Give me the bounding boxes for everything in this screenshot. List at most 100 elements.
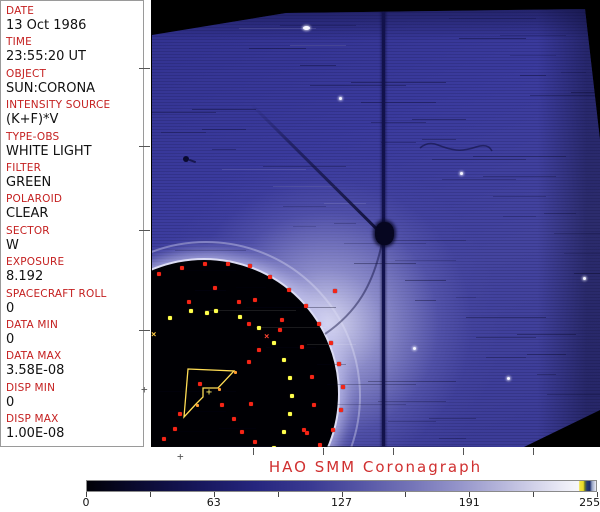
field-value: 0 bbox=[6, 394, 15, 410]
noise-streak bbox=[249, 48, 306, 49]
field-value: 1.00E-08 bbox=[6, 426, 65, 442]
field-label: TYPE-OBS bbox=[6, 130, 60, 143]
star-speck bbox=[507, 377, 510, 380]
noise-streak bbox=[500, 35, 566, 36]
field-label: FILTER bbox=[6, 161, 42, 174]
noise-streak bbox=[554, 233, 600, 234]
noise-streak bbox=[527, 354, 566, 355]
pylon-hub bbox=[375, 222, 394, 245]
noise-streak bbox=[219, 428, 256, 429]
field-label: DISP MIN bbox=[6, 381, 56, 394]
noise-streak bbox=[263, 166, 346, 167]
noise-streak bbox=[266, 347, 316, 348]
axis-tick bbox=[139, 68, 150, 69]
noise-streak bbox=[246, 307, 336, 308]
field-value: 23:55:20 UT bbox=[6, 49, 86, 65]
field-value: SUN:CORONA bbox=[6, 80, 96, 96]
field-label: INTENSITY SOURCE bbox=[6, 99, 111, 112]
noise-streak bbox=[530, 95, 600, 96]
noise-streak bbox=[517, 334, 576, 335]
noise-streak bbox=[547, 394, 600, 395]
noise-streak bbox=[192, 109, 256, 110]
axis-tick bbox=[139, 330, 150, 331]
noise-streak bbox=[334, 223, 356, 224]
noise-streak bbox=[473, 156, 566, 157]
star-speck bbox=[303, 26, 310, 30]
field-disp-min: DISP MIN 0 bbox=[6, 382, 143, 413]
dust-spot bbox=[183, 156, 189, 162]
noise-streak bbox=[178, 431, 216, 432]
noise-streak bbox=[324, 203, 366, 204]
colorbar-tick bbox=[341, 492, 343, 497]
axis-origin-plus: + bbox=[141, 383, 148, 396]
field-data-max: DATA MAX 3.58E-08 bbox=[6, 350, 143, 381]
field-intensity-source: INTENSITY SOURCE (K+F)*V bbox=[6, 99, 143, 130]
colorbar-tick bbox=[405, 492, 407, 497]
star-speck bbox=[460, 172, 463, 175]
noise-streak bbox=[459, 38, 526, 39]
field-filter: FILTER GREEN bbox=[6, 162, 143, 193]
field-date: DATE 13 Oct 1986 bbox=[6, 5, 143, 36]
axis-tick bbox=[533, 448, 534, 455]
noise-streak bbox=[368, 381, 456, 382]
noise-streak bbox=[229, 8, 326, 9]
noise-streak bbox=[429, 418, 476, 419]
field-label: EXPOSURE bbox=[6, 256, 65, 269]
noise-streak bbox=[280, 25, 356, 26]
noise-streak bbox=[456, 297, 476, 298]
noise-streak bbox=[317, 364, 346, 365]
noise-streak bbox=[327, 384, 416, 385]
colorbar-tick-label: 63 bbox=[206, 496, 221, 509]
field-spacecraft-roll: SPACECRAFT ROLL 0 bbox=[6, 288, 143, 319]
noise-streak bbox=[256, 327, 326, 328]
noise-streak bbox=[432, 159, 526, 160]
star-speck bbox=[583, 277, 586, 280]
coronagraph-image-canvas[interactable]: × × + bbox=[151, 0, 600, 447]
field-disp-max: DISP MAX 1.00E-08 bbox=[6, 413, 143, 444]
exposed-frame bbox=[152, 8, 600, 447]
noise-streak bbox=[310, 85, 406, 86]
noise-streak bbox=[337, 404, 406, 405]
noise-streak bbox=[537, 374, 556, 375]
colorbar-tick bbox=[597, 492, 598, 497]
noise-streak bbox=[161, 132, 206, 133]
star-speck bbox=[339, 97, 342, 100]
noise-streak bbox=[354, 263, 416, 264]
noise-streak bbox=[273, 186, 336, 187]
noise-streak bbox=[561, 72, 586, 73]
image-title: HAO SMM Coronagraph bbox=[268, 458, 483, 476]
field-data-min: DATA MIN 0 bbox=[6, 319, 143, 350]
noise-streak bbox=[483, 176, 556, 177]
field-label: DATE bbox=[6, 5, 35, 17]
noise-streak bbox=[239, 28, 316, 29]
noise-streak bbox=[188, 11, 206, 12]
field-value: W bbox=[6, 237, 19, 253]
noise-streak bbox=[185, 270, 236, 271]
noise-streak bbox=[422, 139, 456, 140]
axis-tick bbox=[323, 448, 324, 455]
noise-streak bbox=[510, 55, 556, 56]
axis-tick bbox=[393, 448, 394, 455]
axis-tick bbox=[139, 230, 150, 231]
colorbar-tick bbox=[213, 492, 215, 497]
field-label: SPACECRAFT ROLL bbox=[6, 287, 107, 300]
axis-origin-plus: + bbox=[177, 450, 184, 463]
colorbar-tick-label: 255 bbox=[579, 496, 600, 509]
noise-streak bbox=[439, 438, 466, 439]
noise-streak bbox=[290, 45, 346, 46]
field-type-obs: TYPE-OBS WHITE LIGHT bbox=[6, 131, 143, 162]
noise-streak bbox=[175, 250, 246, 251]
noise-streak bbox=[476, 337, 536, 338]
noise-streak bbox=[395, 260, 456, 261]
colorbar-tick bbox=[469, 492, 471, 497]
noise-streak bbox=[388, 421, 436, 422]
field-sector: SECTOR W bbox=[6, 225, 143, 256]
colorbar-tick bbox=[149, 492, 151, 497]
noise-streak bbox=[222, 169, 306, 170]
field-value: 0 bbox=[6, 300, 15, 316]
colorbar-tick bbox=[533, 492, 535, 497]
noise-streak bbox=[493, 196, 546, 197]
noise-streak bbox=[202, 129, 246, 130]
noise-streak bbox=[442, 179, 516, 180]
field-label: DATA MAX bbox=[6, 350, 62, 363]
